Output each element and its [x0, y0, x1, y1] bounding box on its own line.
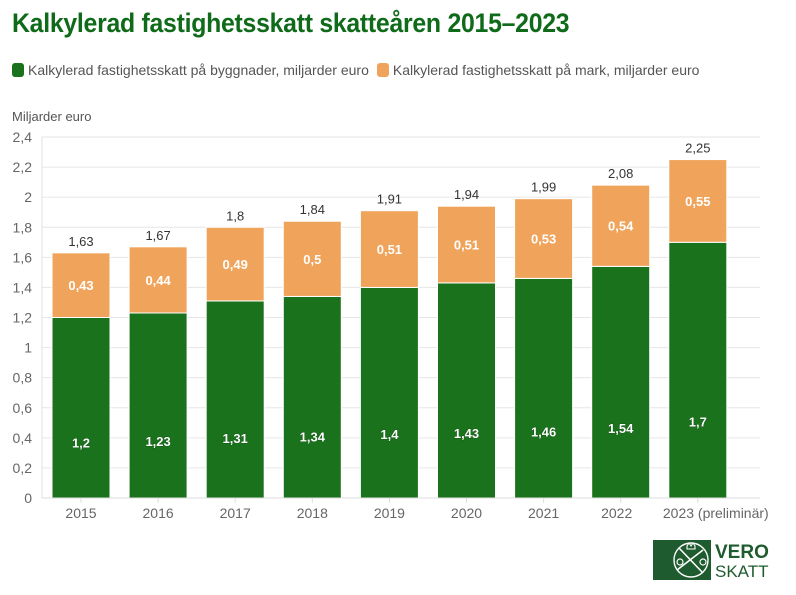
- bar-data-label: 0,51: [377, 242, 402, 257]
- y-tick-label: 0,6: [13, 400, 33, 416]
- logo-coin-icon-2: [699, 558, 707, 566]
- bar-data-label: 1,54: [608, 421, 634, 436]
- bar-data-label: 0,49: [223, 257, 248, 272]
- bar-land[interactable]: [128, 246, 188, 314]
- x-tick-label: 2021: [528, 505, 559, 521]
- logo-arrow-icon-2: [676, 549, 704, 571]
- legend-item-buildings[interactable]: Kalkylerad fastighetsskatt på byggnader,…: [12, 62, 369, 78]
- bar-land[interactable]: [668, 159, 728, 243]
- bar-data-label: 0,5: [303, 252, 321, 267]
- y-tick-label: 1,6: [13, 249, 33, 265]
- bar-data-label: 0,43: [68, 278, 93, 293]
- bar-data-label: 1,4: [380, 427, 399, 442]
- bar-data-label: 1,31: [223, 431, 248, 446]
- bar-buildings[interactable]: [668, 241, 728, 499]
- x-tick-label: 2020: [451, 505, 482, 521]
- y-tick-label: 2,4: [13, 129, 33, 145]
- total-label: 1,84: [300, 202, 325, 217]
- vero-skatt-logo: VERO SKATT: [653, 540, 769, 580]
- y-tick-label: 0,2: [13, 460, 33, 476]
- bar-data-label: 0,54: [608, 219, 634, 234]
- legend-swatch-land: [376, 63, 389, 77]
- y-tick-label: 1,4: [13, 279, 33, 295]
- bar-land[interactable]: [282, 220, 342, 297]
- y-tick-label: 2: [24, 189, 32, 205]
- y-axis-label: Miljarder euro: [12, 109, 92, 124]
- total-label: 2,25: [685, 141, 710, 156]
- bar-data-label: 1,34: [300, 430, 326, 445]
- bar-land[interactable]: [514, 198, 574, 279]
- legend-swatch-buildings: [12, 63, 24, 77]
- x-tick-label: 2017: [220, 505, 251, 521]
- total-label: 1,63: [68, 234, 93, 249]
- total-label: 1,99: [531, 180, 556, 195]
- bar-land[interactable]: [437, 205, 496, 284]
- x-tick-label: 2018: [297, 505, 328, 521]
- legend-label-buildings: Kalkylerad fastighetsskatt på byggnader,…: [28, 62, 369, 78]
- bar-data-label: 1,2: [72, 435, 90, 450]
- bar-buildings[interactable]: [51, 317, 111, 499]
- y-tick-label: 1,8: [13, 219, 33, 235]
- logo-crown-icon: [686, 542, 696, 550]
- bar-buildings[interactable]: [205, 300, 265, 499]
- y-tick-label: 0: [24, 490, 32, 506]
- bar-buildings[interactable]: [591, 265, 651, 499]
- chart-title: Kalkylerad fastighetsskatt skatteåren 20…: [12, 8, 570, 38]
- legend-item-land[interactable]: Kalkylerad fastighetsskatt på mark, milj…: [376, 62, 700, 78]
- bar-data-label: 0,51: [454, 238, 479, 253]
- bar-land[interactable]: [359, 210, 419, 288]
- legend: Kalkylerad fastighetsskatt på byggnader,…: [12, 62, 707, 78]
- y-tick-label: 0,8: [13, 370, 33, 386]
- total-label: 1,67: [145, 228, 170, 243]
- x-tick-label: 2019: [374, 505, 405, 521]
- x-tick-label: 2015: [65, 505, 96, 521]
- logo-text-vero: VERO: [715, 542, 769, 563]
- y-tick-label: 0,4: [13, 430, 33, 446]
- legend-label-land: Kalkylerad fastighetsskatt på mark, milj…: [392, 62, 700, 78]
- bar-data-label: 0,55: [685, 194, 710, 209]
- bar-land[interactable]: [51, 252, 111, 318]
- bar-buildings[interactable]: [514, 277, 574, 499]
- y-tick-label: 1,2: [13, 310, 33, 326]
- total-label: 2,08: [608, 166, 633, 181]
- bar-data-label: 0,53: [531, 232, 556, 247]
- bar-buildings[interactable]: [359, 286, 419, 499]
- y-tick-label: 2,2: [13, 159, 33, 175]
- logo-arrow-icon: [678, 547, 704, 574]
- total-label: 1,91: [377, 192, 402, 207]
- x-tick-label: 2022: [601, 505, 632, 521]
- total-label: 1,8: [226, 208, 244, 223]
- bar-data-label: 1,7: [689, 414, 707, 429]
- bar-land[interactable]: [591, 184, 651, 267]
- x-tick-label: 2016: [143, 505, 174, 521]
- bar-data-label: 1,46: [531, 425, 556, 440]
- x-tick-label: 2023 (preliminär): [663, 505, 769, 521]
- bar-data-label: 0,44: [145, 273, 171, 288]
- bar-buildings[interactable]: [128, 312, 188, 499]
- bar-buildings[interactable]: [282, 295, 342, 499]
- bar-data-label: 1,43: [454, 426, 479, 441]
- y-tick-label: 1: [24, 340, 32, 356]
- logo-coin-icon: [676, 558, 684, 566]
- bar-buildings[interactable]: [437, 282, 496, 499]
- logo-text-skatt: SKATT: [715, 562, 769, 580]
- bar-data-label: 1,23: [145, 434, 170, 449]
- logo-emblem-circle: [673, 542, 709, 578]
- total-label: 1,94: [454, 187, 479, 202]
- bar-land[interactable]: [205, 226, 265, 302]
